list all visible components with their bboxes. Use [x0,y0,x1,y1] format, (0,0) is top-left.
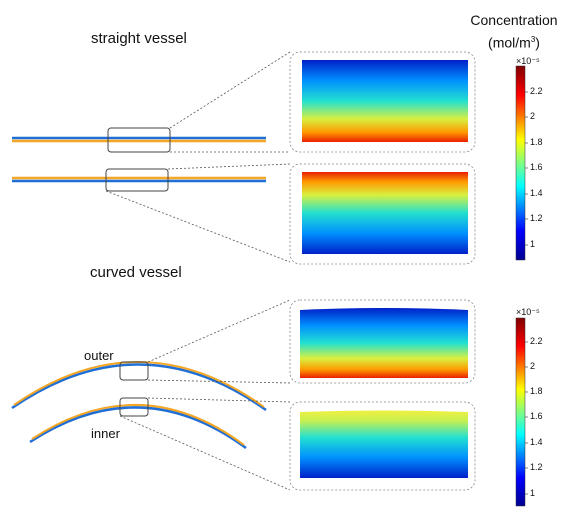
guide-lines-curved [119,299,291,491]
colorbar-top-tick: 1 [530,239,536,249]
panel-frame-straight-bottom [289,163,476,265]
heatmap-straight-bottom [302,172,468,254]
colorbar-bottom-ticks [525,341,528,495]
colorbar-bottom [515,317,526,507]
colorbar-top-tick: 1.8 [530,137,543,147]
colorbar-top-tick: 1.6 [530,162,543,172]
colorbar-bottom-tick: 1.6 [530,411,543,421]
zoom-box-straight-top [107,127,171,153]
colorbar-top-exponent: ×10⁻⁵ [516,56,540,66]
curved-vessel-outer [11,361,267,412]
colorbar-bottom-tick: 2.2 [530,336,543,346]
colorbar-top-tick: 1.4 [530,188,543,198]
colorbar-bottom-tick: 2 [530,361,536,371]
colorbar-top-tick: 2 [530,111,536,121]
curved-vessel-inner [29,404,247,450]
zoom-box-curved-outer [119,361,149,381]
heatmap-curved-inner [300,410,468,478]
colorbar-bottom-tick: 1.2 [530,462,543,472]
zoom-box-straight-bottom [105,168,169,192]
colorbar-top-tick: 2.2 [530,86,543,96]
concentration-label: Concentration [470,12,558,28]
heatmap-curved-outer [300,308,468,378]
panel-frame-curved-outer [289,299,476,384]
concentration-unit: (mol/m3) [488,34,540,51]
guide-lines-straight [105,51,291,263]
colorbar-top-ticks [525,91,528,246]
colorbar-top [515,65,526,261]
straight-vessel-title: straight vessel [91,30,187,47]
panel-frame-straight-top [289,51,476,153]
colorbar-bottom-tick: 1.4 [530,437,543,447]
colorbar-top-tick: 1.2 [530,213,543,223]
heatmap-straight-top [302,60,468,142]
colorbar-bottom-exponent: ×10⁻⁵ [516,307,540,317]
straight-vessel-bottom [12,176,266,183]
straight-vessel-top [12,136,266,143]
colorbar-bottom-tick: 1 [530,488,536,498]
inner-label: inner [91,426,120,441]
zoom-box-curved-inner [119,397,149,417]
concentration-title: Concentration (mol/m3) [454,10,574,53]
colorbar-bottom-tick: 1.8 [530,386,543,396]
curved-vessel-title: curved vessel [90,264,182,281]
outer-label: outer [84,348,114,363]
